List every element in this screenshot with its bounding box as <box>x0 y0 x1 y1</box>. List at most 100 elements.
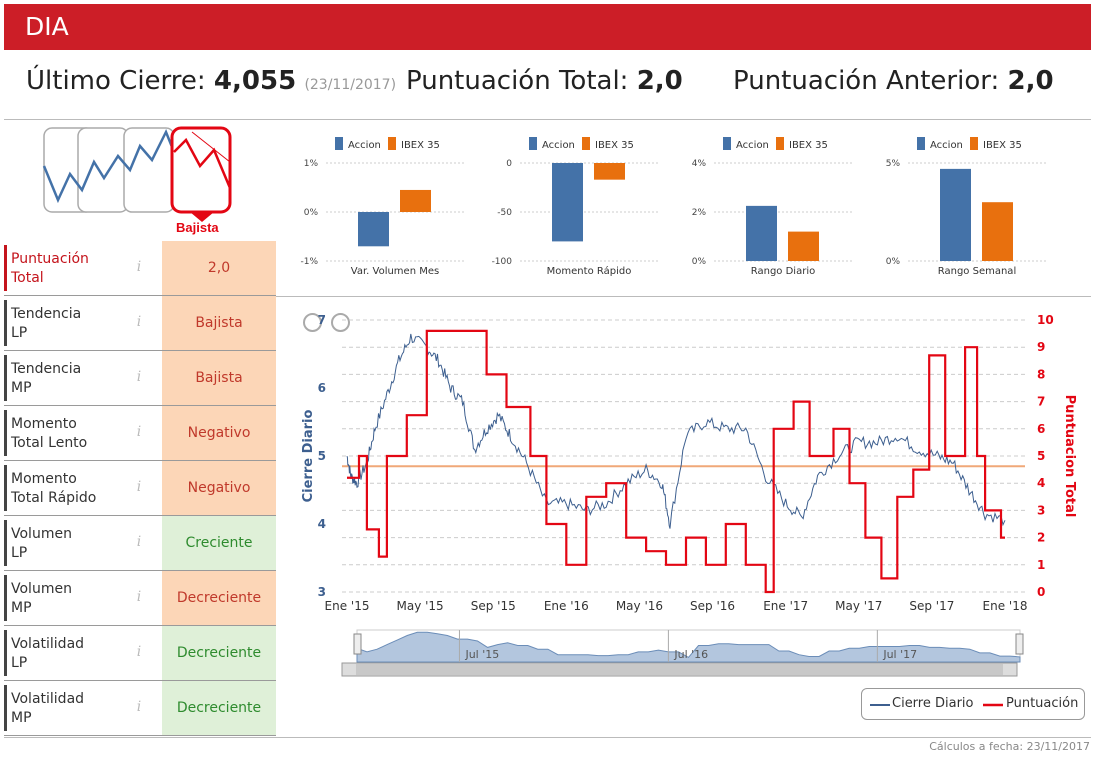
y-tick-label: 0% <box>886 257 901 267</box>
divider-bottom <box>4 737 1091 738</box>
divider-top <box>4 119 1091 120</box>
navigator-label: Jul '15 <box>464 648 499 661</box>
y-left-tick: 6 <box>318 381 326 395</box>
last-close-label: Último Cierre: <box>26 66 206 96</box>
bar-accion <box>552 163 583 242</box>
zoom-out-icon[interactable] <box>331 313 350 332</box>
y-tick-label: -1% <box>300 257 318 267</box>
y-right-tick: 3 <box>1037 503 1045 517</box>
mini-chart-title: Momento Rápido <box>547 265 632 277</box>
y-tick-label: 4% <box>692 159 707 169</box>
row-value: Negativo <box>162 406 276 460</box>
y-tick-label: 1% <box>304 159 319 169</box>
bar-accion <box>358 212 389 247</box>
bar-ibex <box>982 202 1013 261</box>
info-icon[interactable]: i <box>136 644 142 660</box>
row-label: Volumen LP <box>11 526 72 561</box>
ticker-title: DIA <box>25 12 69 41</box>
legend-ibex-swatch <box>776 137 784 150</box>
total-score-label: Puntuación Total: <box>406 66 629 96</box>
indicator-row: Volatilidad MP i Decreciente <box>4 681 276 736</box>
indicator-row: Puntuación Total i 2,0 <box>4 241 276 296</box>
y-right-tick: 10 <box>1037 313 1054 327</box>
row-label: Volatilidad MP <box>11 691 85 726</box>
trend-bearish-icon <box>42 126 232 222</box>
row-value: Creciente <box>162 516 276 570</box>
row-value: 2,0 <box>162 241 276 295</box>
previous-score: Puntuación Anterior: 2,0 <box>733 66 1054 96</box>
info-icon[interactable]: i <box>136 479 142 495</box>
row-label: Momento Total Rápido <box>11 471 97 506</box>
row-value: Negativo <box>162 461 276 515</box>
bar-ibex <box>788 231 819 261</box>
bar-ibex <box>400 189 431 212</box>
y-tick-label: -50 <box>497 208 512 218</box>
navigator-handle-right <box>1015 633 1024 655</box>
zoom-in-icon[interactable] <box>303 313 322 332</box>
info-icon[interactable]: i <box>136 424 142 440</box>
row-label: Tendencia MP <box>11 361 82 396</box>
y-right-tick: 4 <box>1037 476 1045 490</box>
bar-ibex <box>594 163 625 180</box>
row-label: Puntuación Total <box>11 251 89 286</box>
row-value: Bajista <box>162 296 276 350</box>
row-marker <box>4 245 7 291</box>
legend-accion-swatch <box>529 137 537 150</box>
x-tick-label: Ene '17 <box>763 599 808 613</box>
bar-accion <box>940 168 971 261</box>
y-right-tick: 9 <box>1037 340 1045 354</box>
info-icon[interactable]: i <box>136 699 142 715</box>
y-tick-label: -100 <box>492 257 513 267</box>
footer-calc-date: Cálculos a fecha: 23/11/2017 <box>929 740 1090 753</box>
mini-chart-title: Rango Diario <box>751 266 815 277</box>
legend-accion-swatch <box>723 137 731 150</box>
indicator-table: Puntuación Total i 2,0 Tendencia LP i Bajista Te… <box>4 241 276 736</box>
y-tick-label: 0 <box>506 159 512 169</box>
row-value: Decreciente <box>162 681 276 735</box>
app-header: DIA <box>4 4 1091 50</box>
row-marker <box>4 465 7 511</box>
legend-score-swatch <box>983 703 1003 707</box>
mini-chart-volumen: Accion IBEX 35 1% 0% -1% Var. Volumen Mes <box>300 137 464 277</box>
indicator-row: Tendencia MP i Bajista <box>4 351 276 406</box>
total-score-value: 2,0 <box>636 66 683 96</box>
chart-legend: Cierre Diario Puntuación <box>861 688 1085 720</box>
info-icon[interactable]: i <box>136 314 142 330</box>
x-tick-label: Sep '15 <box>471 599 516 613</box>
mini-chart-rango-diario: Accion IBEX 35 4% 2% 0% Rango Diario <box>692 137 852 277</box>
row-marker <box>4 410 7 456</box>
legend-score-label[interactable]: Puntuación <box>1006 696 1079 711</box>
info-icon[interactable]: i <box>136 589 142 605</box>
row-label: Tendencia LP <box>11 306 82 341</box>
y-left-axis-label: Cierre Diario <box>301 410 316 503</box>
y-tick-label: 5% <box>886 159 901 169</box>
info-icon[interactable]: i <box>136 534 142 550</box>
row-value: Decreciente <box>162 626 276 680</box>
mini-chart-title: Rango Semanal <box>938 266 1016 277</box>
y-right-tick: 8 <box>1037 367 1045 381</box>
indicator-row: Tendencia LP i Bajista <box>4 296 276 351</box>
info-icon[interactable]: i <box>136 369 142 385</box>
last-close-date: (23/11/2017) <box>304 77 397 93</box>
bar-accion <box>746 205 777 261</box>
info-icon[interactable]: i <box>136 259 142 275</box>
legend-close-swatch <box>870 704 890 706</box>
legend-ibex-label: IBEX 35 <box>789 140 828 151</box>
y-right-tick: 2 <box>1037 531 1045 545</box>
row-label: Volatilidad LP <box>11 636 85 671</box>
indicator-row: Volumen MP i Decreciente <box>4 571 276 626</box>
scrollbar-thumb <box>356 664 1003 675</box>
legend-close-label[interactable]: Cierre Diario <box>892 696 974 711</box>
summary-bar: Último Cierre: 4,055 (23/11/2017) Puntua… <box>4 62 1091 110</box>
x-tick-label: Ene '18 <box>983 599 1028 613</box>
row-marker <box>4 355 7 401</box>
y-left-tick: 7 <box>318 313 326 327</box>
previous-score-value: 2,0 <box>1007 66 1054 96</box>
indicator-row: Volumen LP i Creciente <box>4 516 276 571</box>
row-marker <box>4 300 7 346</box>
y-left-tick: 4 <box>318 517 326 531</box>
legend-accion-swatch <box>335 137 343 150</box>
legend-accion-swatch <box>917 137 925 150</box>
row-label: Volumen MP <box>11 581 72 616</box>
legend-ibex-label: IBEX 35 <box>401 140 440 151</box>
